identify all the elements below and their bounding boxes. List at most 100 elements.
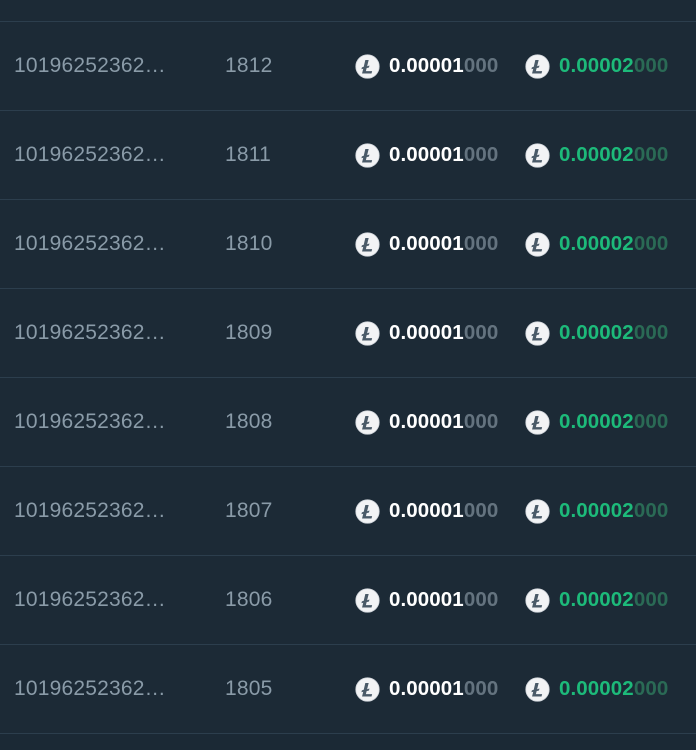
price-secondary-value: 0.00002000 [559,143,668,167]
price-secondary-significant: 0.00002 [559,321,634,344]
price-secondary-value: 0.00002000 [559,232,668,256]
order-id-text: 10196252362… [14,677,166,700]
price-secondary-trailing: 000 [633,54,669,77]
price-secondary-cell: 0.00002000 [525,409,696,435]
order-id-text: 10196252362… [14,588,166,611]
price-secondary-cell: 0.00002000 [525,231,696,257]
price-primary-significant: 0.00001 [389,410,464,433]
sequence-text: 1807 [225,499,273,522]
sequence-text: 1810 [225,232,273,255]
sequence-text: 1811 [225,143,271,166]
table-row[interactable]: 10196252362… 1806 0.00001000 0.00002000 [0,556,696,645]
sequence-cell: 1811 [225,143,355,167]
price-secondary-trailing: 000 [633,410,669,433]
price-primary-significant: 0.00001 [389,54,464,77]
sequence-text: 1809 [225,321,273,344]
table-body: 10196252362… 1812 0.00001000 0.00002000 [0,22,696,734]
order-id-text: 10196252362… [14,143,166,166]
price-primary-value: 0.00001000 [389,54,498,78]
order-id-text: 10196252362… [14,321,166,344]
sequence-cell: 1805 [225,677,355,701]
price-primary-significant: 0.00001 [389,677,464,700]
price-secondary-trailing: 000 [633,143,669,166]
litecoin-coin-icon [355,587,380,613]
table-row-partial-top [0,0,696,22]
price-secondary-cell: 0.00002000 [525,53,696,79]
litecoin-coin-icon [525,498,550,524]
price-secondary-significant: 0.00002 [559,588,634,611]
order-id-text: 10196252362… [14,54,166,77]
price-secondary-significant: 0.00002 [559,54,634,77]
table-row[interactable]: 10196252362… 1808 0.00001000 0.00002000 [0,378,696,467]
order-id-cell: 10196252362… [0,232,225,256]
price-primary-cell: 0.00001000 [355,498,525,524]
price-secondary-value: 0.00002000 [559,54,668,78]
order-id-cell: 10196252362… [0,54,225,78]
price-primary-significant: 0.00001 [389,232,464,255]
price-primary-cell: 0.00001000 [355,409,525,435]
price-primary-trailing: 000 [463,677,499,700]
price-secondary-significant: 0.00002 [559,232,634,255]
price-secondary-value: 0.00002000 [559,677,668,701]
table-row[interactable]: 10196252362… 1807 0.00001000 0.00002000 [0,467,696,556]
price-primary-significant: 0.00001 [389,499,464,522]
table-row[interactable]: 10196252362… 1810 0.00001000 0.00002000 [0,200,696,289]
litecoin-coin-icon [525,231,550,257]
order-id-text: 10196252362… [14,232,166,255]
price-secondary-cell: 0.00002000 [525,142,696,168]
order-id-cell: 10196252362… [0,677,225,701]
litecoin-coin-icon [525,142,550,168]
price-primary-cell: 0.00001000 [355,231,525,257]
litecoin-coin-icon [525,53,550,79]
price-secondary-significant: 0.00002 [559,410,634,433]
price-primary-trailing: 000 [463,54,499,77]
price-primary-value: 0.00001000 [389,232,498,256]
sequence-text: 1808 [225,410,273,433]
litecoin-coin-icon [355,498,380,524]
litecoin-coin-icon [355,142,380,168]
order-id-cell: 10196252362… [0,588,225,612]
price-secondary-significant: 0.00002 [559,499,634,522]
sequence-cell: 1812 [225,54,355,78]
litecoin-coin-icon [525,587,550,613]
price-primary-cell: 0.00001000 [355,587,525,613]
price-primary-value: 0.00001000 [389,321,498,345]
price-secondary-value: 0.00002000 [559,588,668,612]
price-primary-value: 0.00001000 [389,588,498,612]
order-id-cell: 10196252362… [0,143,225,167]
table-row[interactable]: 10196252362… 1805 0.00001000 0.00002000 [0,645,696,734]
price-secondary-value: 0.00002000 [559,499,668,523]
price-primary-cell: 0.00001000 [355,53,525,79]
price-secondary-trailing: 000 [633,588,669,611]
price-secondary-cell: 0.00002000 [525,498,696,524]
order-id-text: 10196252362… [14,410,166,433]
sequence-cell: 1809 [225,321,355,345]
litecoin-coin-icon [355,409,380,435]
price-primary-cell: 0.00001000 [355,320,525,346]
price-primary-value: 0.00001000 [389,677,498,701]
litecoin-coin-icon [525,676,550,702]
orders-table: 10196252362… 1812 0.00001000 0.00002000 [0,0,696,734]
price-primary-trailing: 000 [463,410,499,433]
price-secondary-cell: 0.00002000 [525,676,696,702]
sequence-text: 1812 [225,54,273,77]
price-secondary-value: 0.00002000 [559,410,668,434]
order-id-text: 10196252362… [14,499,166,522]
sequence-cell: 1808 [225,410,355,434]
price-primary-trailing: 000 [463,232,499,255]
price-secondary-significant: 0.00002 [559,143,634,166]
sequence-cell: 1810 [225,232,355,256]
sequence-cell: 1806 [225,588,355,612]
table-row[interactable]: 10196252362… 1812 0.00001000 0.00002000 [0,22,696,111]
price-primary-trailing: 000 [463,499,499,522]
sequence-cell: 1807 [225,499,355,523]
price-secondary-trailing: 000 [633,232,669,255]
price-secondary-significant: 0.00002 [559,677,634,700]
price-primary-significant: 0.00001 [389,588,464,611]
sequence-text: 1806 [225,588,273,611]
table-row[interactable]: 10196252362… 1809 0.00001000 0.00002000 [0,289,696,378]
table-row[interactable]: 10196252362… 1811 0.00001 000 0.00002000 [0,111,696,200]
price-primary-significant: 0.00001 [389,143,464,166]
price-primary-value: 0.00001000 [389,499,498,523]
price-primary-significant: 0.00001 [389,321,464,344]
